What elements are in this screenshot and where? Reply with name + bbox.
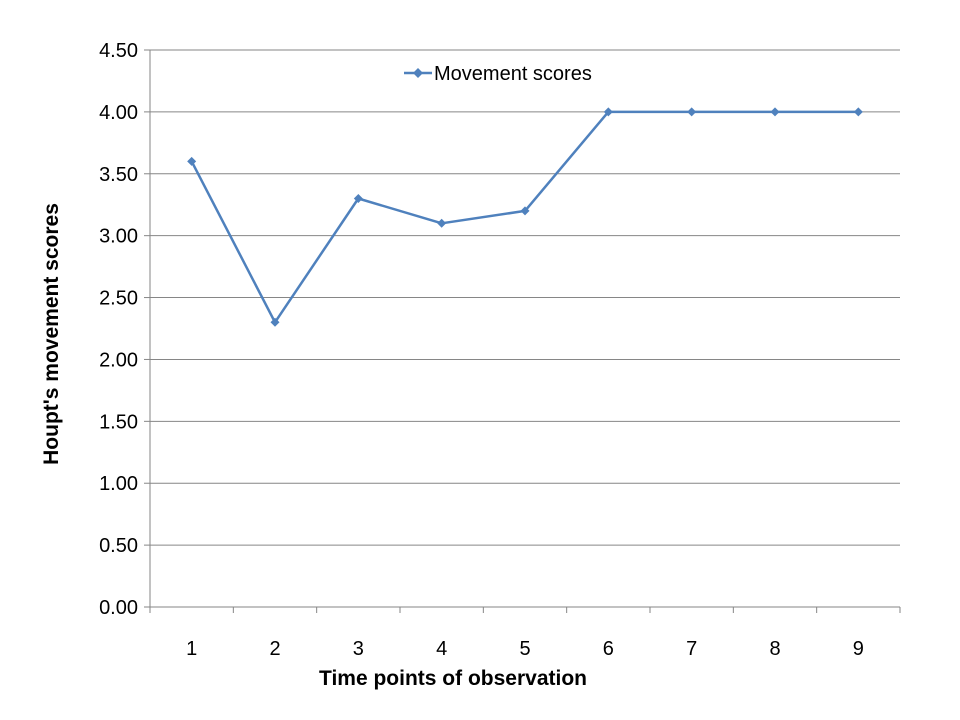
y-tick-label: 2.50 — [99, 288, 138, 310]
data-point-marker — [520, 206, 530, 216]
x-axis-title: Time points of observation — [319, 667, 587, 690]
legend: Movement scores — [404, 63, 592, 85]
y-tick-label: 0.50 — [99, 535, 138, 557]
data-point-marker — [353, 194, 363, 204]
y-tick-label: 4.00 — [99, 102, 138, 124]
x-tick-label: 2 — [269, 638, 280, 660]
data-point-marker — [437, 218, 447, 228]
data-point-marker — [770, 107, 780, 117]
y-tick-label: 0.00 — [99, 597, 138, 619]
data-point-marker — [603, 107, 613, 117]
y-axis-title: Houpt's movement scores — [40, 203, 63, 465]
x-tick-label: 8 — [769, 638, 780, 660]
x-tick-label: 6 — [603, 638, 614, 660]
y-tick-label: 1.50 — [99, 411, 138, 433]
x-tick-label: 7 — [686, 638, 697, 660]
x-tick-labels: 1 2 3 4 5 6 7 8 9 — [186, 638, 864, 660]
x-tick-label: 1 — [186, 638, 197, 660]
x-tick-label: 4 — [436, 638, 447, 660]
data-point-marker — [687, 107, 697, 117]
y-tick-label: 3.50 — [99, 164, 138, 186]
y-tick-label: 3.00 — [99, 226, 138, 248]
series-line — [190, 110, 859, 324]
x-tick-label: 9 — [853, 638, 864, 660]
data-point-marker — [187, 156, 197, 166]
gridlines — [150, 49, 900, 546]
series-layer — [187, 107, 863, 327]
axes — [144, 49, 901, 613]
x-tick-label: 5 — [519, 638, 530, 660]
y-tick-labels: 0.00 0.50 1.00 1.50 2.00 2.50 3.00 3.50 4.00 4.50 — [99, 40, 138, 619]
y-tick-label: 2.00 — [99, 349, 138, 371]
data-point-marker — [270, 317, 280, 327]
y-tick-label: 1.00 — [99, 473, 138, 495]
legend-label: Movement scores — [434, 63, 592, 85]
legend-marker-diamond — [413, 68, 423, 78]
data-point-marker — [853, 107, 863, 117]
x-tick-label: 3 — [353, 638, 364, 660]
y-tick-label: 4.50 — [99, 40, 138, 62]
